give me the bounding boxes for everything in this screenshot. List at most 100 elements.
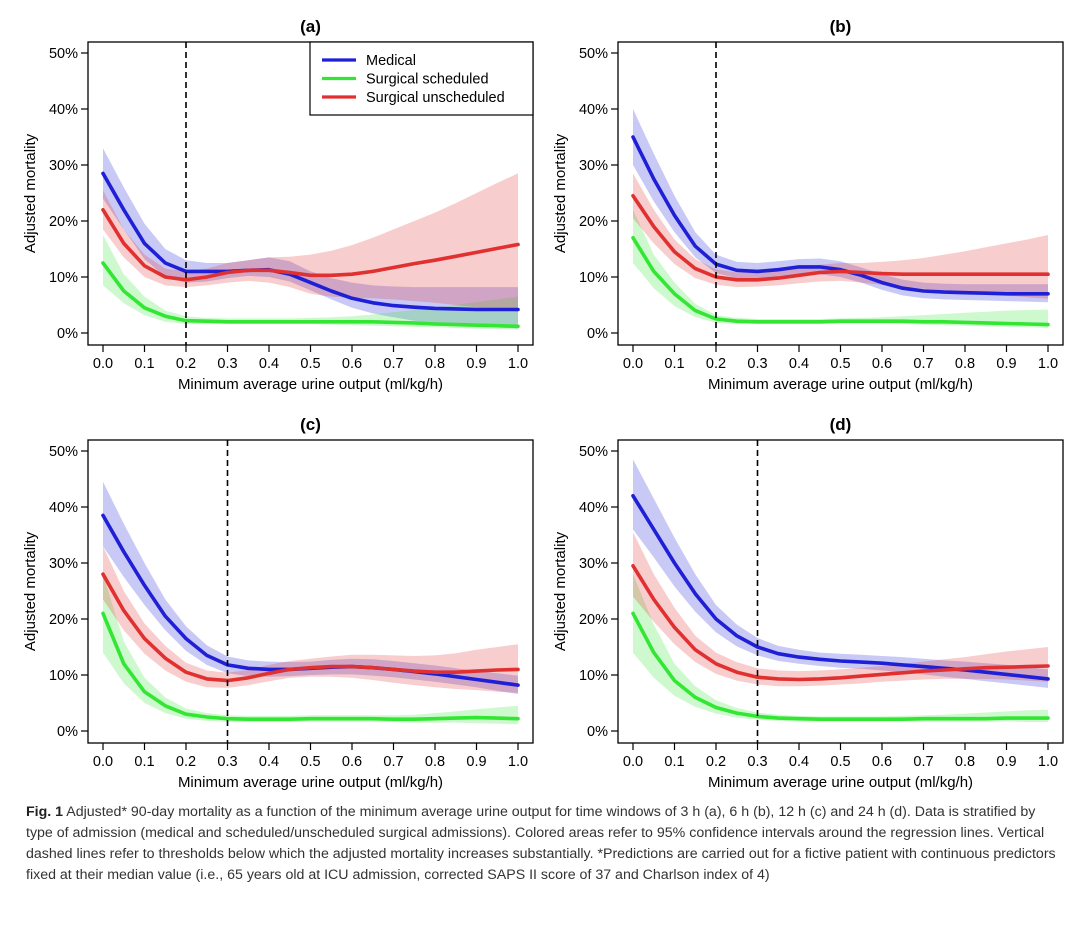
y-tick-label: 10% <box>579 270 608 286</box>
x-tick-label: 0.7 <box>383 356 403 372</box>
y-tick-label: 30% <box>579 556 608 572</box>
x-tick-label: 0.9 <box>466 754 486 770</box>
x-tick-label: 1.0 <box>1038 754 1058 770</box>
x-tick-label: 0.3 <box>747 356 767 372</box>
x-axis-label: Minimum average urine output (ml/kg/h) <box>708 376 973 393</box>
x-tick-label: 0.4 <box>789 754 809 770</box>
x-tick-label: 0.0 <box>93 754 113 770</box>
medical-ci-band <box>633 459 1048 688</box>
x-tick-label: 0.3 <box>217 356 237 372</box>
x-tick-label: 0.8 <box>955 356 975 372</box>
x-tick-label: 0.9 <box>466 356 486 372</box>
x-tick-label: 0.0 <box>623 754 643 770</box>
y-tick-label: 0% <box>57 326 78 342</box>
x-tick-label: 0.2 <box>176 356 196 372</box>
panel-title: (c) <box>300 415 321 434</box>
x-tick-label: 0.8 <box>425 356 445 372</box>
y-tick-label: 30% <box>49 556 78 572</box>
chart-panel-4: 0.0 0.1 0.2 0.3 0.4 0.5 0.6 0.7 0.8 0.9 1.0 0% 10% 20… <box>552 415 1064 791</box>
legend: Medical Surgical scheduled Surgical unsche… <box>309 41 534 116</box>
y-axis-label: Adjusted mortality <box>22 133 39 253</box>
legend-label-surgical-scheduled: Surgical scheduled <box>366 72 489 88</box>
surgical-scheduled-line <box>631 236 1050 327</box>
surgical-unscheduled-line <box>101 208 520 282</box>
y-tick-label: 10% <box>49 270 78 286</box>
surgical-unscheduled-ci-band <box>633 532 1048 687</box>
medical-line <box>631 494 1050 681</box>
surgical-scheduled-ci-band <box>633 209 1048 328</box>
y-tick-label: 50% <box>579 46 608 62</box>
x-tick-label: 1.0 <box>508 754 528 770</box>
caption-label: Fig. 1 <box>26 804 64 820</box>
x-axis-label: Minimum average urine output (ml/kg/h) <box>178 774 443 791</box>
y-tick-label: 40% <box>579 102 608 118</box>
surgical-unscheduled-line <box>101 572 520 683</box>
surgical-unscheduled-ci-band <box>103 173 518 312</box>
surgical-unscheduled-ci-band <box>633 173 1048 299</box>
x-tick-label: 0.3 <box>217 754 237 770</box>
surgical-unscheduled-line <box>631 564 1050 682</box>
chart-panel-2: 0.0 0.1 0.2 0.3 0.4 0.5 0.6 0.7 0.8 0.9 1.0 0% 10% 20… <box>552 17 1064 393</box>
x-tick-label: 0.4 <box>789 356 809 372</box>
x-tick-label: 0.6 <box>872 754 892 770</box>
x-tick-label: 0.5 <box>830 356 850 372</box>
y-tick-label: 0% <box>57 724 78 740</box>
y-tick-label: 40% <box>49 500 78 516</box>
x-tick-label: 0.2 <box>176 754 196 770</box>
chart-panel-1: 0.0 0.1 0.2 0.3 0.4 0.5 0.6 0.7 0.8 0.9 1.0 0% 10% 20… <box>22 17 534 393</box>
x-tick-label: 0.1 <box>134 754 154 770</box>
x-tick-label: 0.4 <box>259 754 279 770</box>
y-tick-label: 20% <box>49 214 78 230</box>
x-tick-label: 0.6 <box>872 356 892 372</box>
y-tick-label: 40% <box>579 500 608 516</box>
x-tick-label: 0.0 <box>623 356 643 372</box>
y-tick-label: 40% <box>49 102 78 118</box>
surgical-unscheduled-ci-band <box>103 546 518 693</box>
y-tick-label: 30% <box>49 158 78 174</box>
x-tick-label: 0.3 <box>747 754 767 770</box>
panel-title: (d) <box>830 415 852 434</box>
figure-caption: Fig. 1 Adjusted* 90-day mortality as a f… <box>26 802 1066 886</box>
y-tick-label: 0% <box>587 326 608 342</box>
x-tick-label: 0.0 <box>93 356 113 372</box>
chart-panel-3: 0.0 0.1 0.2 0.3 0.4 0.5 0.6 0.7 0.8 0.9 1.0 0% 10% 20… <box>22 415 534 791</box>
x-tick-label: 0.6 <box>342 754 362 770</box>
x-tick-label: 0.7 <box>913 356 933 372</box>
x-tick-label: 0.9 <box>996 356 1016 372</box>
y-tick-label: 20% <box>49 612 78 628</box>
x-axis-label: Minimum average urine output (ml/kg/h) <box>178 376 443 393</box>
x-tick-label: 0.8 <box>425 754 445 770</box>
x-tick-label: 0.7 <box>913 754 933 770</box>
x-tick-label: 0.8 <box>955 754 975 770</box>
legend-label-medical: Medical <box>366 53 416 69</box>
y-tick-label: 0% <box>587 724 608 740</box>
x-tick-label: 1.0 <box>508 356 528 372</box>
y-axis-label: Adjusted mortality <box>552 133 569 253</box>
surgical-unscheduled-line <box>631 194 1050 282</box>
x-tick-label: 0.1 <box>664 356 684 372</box>
x-tick-label: 0.2 <box>706 754 726 770</box>
surgical-scheduled-ci-band <box>103 574 518 725</box>
medical-line <box>101 171 520 312</box>
x-tick-label: 0.9 <box>996 754 1016 770</box>
x-axis-label: Minimum average urine output (ml/kg/h) <box>708 774 973 791</box>
surgical-scheduled-line <box>631 611 1050 721</box>
y-axis-label: Adjusted mortality <box>552 531 569 651</box>
y-axis-label: Adjusted mortality <box>22 531 39 651</box>
x-tick-label: 0.7 <box>383 754 403 770</box>
y-tick-label: 20% <box>579 214 608 230</box>
y-tick-label: 10% <box>49 668 78 684</box>
x-tick-label: 0.6 <box>342 356 362 372</box>
y-tick-label: 20% <box>579 612 608 628</box>
x-tick-label: 1.0 <box>1038 356 1058 372</box>
panel-title: (b) <box>830 17 852 36</box>
caption-text: Adjusted* 90-day mortality as a function… <box>26 804 1056 883</box>
figure-panels: 0.0 0.1 0.2 0.3 0.4 0.5 0.6 0.7 0.8 0.9 1.0 0% 10% 20… <box>22 17 1064 791</box>
surgical-scheduled-line <box>101 261 520 329</box>
x-tick-label: 0.2 <box>706 356 726 372</box>
x-tick-label: 0.5 <box>830 754 850 770</box>
x-tick-label: 0.1 <box>134 356 154 372</box>
y-tick-label: 10% <box>579 668 608 684</box>
x-tick-label: 0.5 <box>300 356 320 372</box>
x-tick-label: 0.5 <box>300 754 320 770</box>
